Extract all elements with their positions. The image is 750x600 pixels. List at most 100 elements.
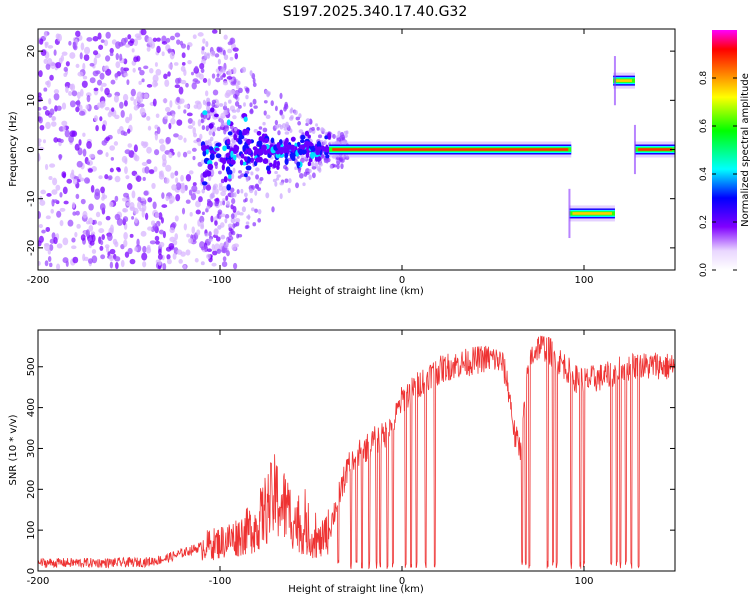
noise-speck — [181, 207, 186, 215]
noise-speck — [111, 107, 115, 112]
noise-speck — [199, 133, 203, 140]
noise-speck — [101, 196, 105, 201]
noise-speck — [144, 212, 149, 221]
noise-speck — [234, 223, 238, 228]
noise-speck — [223, 34, 228, 40]
noise-speck — [163, 73, 168, 80]
noise-speck — [173, 62, 179, 66]
snr-x-label: Height of straight line (km) — [288, 584, 424, 595]
noise-speck — [62, 257, 69, 264]
noise-speck — [149, 68, 154, 74]
noise-speck — [143, 141, 149, 148]
noise-speck — [316, 165, 322, 172]
noise-speck — [120, 110, 125, 118]
noise-speck — [157, 253, 163, 260]
noise-speck — [95, 70, 101, 75]
noise-speck — [59, 207, 66, 212]
noise-speck — [38, 116, 43, 124]
cluster-blob — [264, 138, 269, 144]
y-tick-label: 400 — [26, 398, 37, 417]
x-tick-label: -100 — [209, 576, 232, 587]
cluster-blob — [239, 159, 244, 166]
noise-speck — [200, 118, 204, 124]
noise-speck — [100, 186, 105, 194]
noise-speck — [145, 246, 152, 254]
noise-speck — [168, 63, 173, 70]
noise-speck — [107, 233, 113, 241]
noise-speck — [205, 125, 209, 132]
noise-speck — [44, 110, 50, 116]
noise-speck — [186, 233, 191, 238]
noise-speck — [178, 259, 183, 264]
noise-speck — [175, 77, 181, 85]
cluster-blob — [235, 145, 240, 151]
noise-speck — [101, 100, 106, 108]
spectrogram-x-label: Height of straight line (km) — [288, 286, 424, 297]
noise-speck — [154, 82, 159, 87]
noise-speck — [183, 223, 187, 231]
noise-speck — [76, 91, 81, 99]
noise-speck — [336, 164, 340, 170]
noise-speck — [78, 139, 82, 146]
noise-speck — [123, 100, 128, 107]
noise-speck — [340, 158, 345, 163]
noise-speck — [76, 160, 83, 168]
noise-speck — [174, 215, 179, 222]
noise-speck — [97, 102, 102, 109]
cluster-blob — [309, 151, 316, 159]
noise-speck — [232, 67, 237, 74]
noise-speck — [317, 134, 323, 139]
noise-speck — [114, 241, 119, 248]
noise-speck — [93, 115, 99, 122]
noise-speck — [48, 98, 52, 105]
noise-speck — [77, 71, 84, 77]
cluster-blob — [324, 135, 328, 140]
noise-speck — [127, 247, 133, 255]
noise-speck — [47, 58, 53, 65]
noise-speck — [127, 143, 133, 148]
noise-speck — [48, 244, 54, 251]
noise-speck — [86, 141, 92, 149]
noise-speck — [310, 161, 315, 167]
noise-speck — [68, 40, 72, 46]
noise-speck — [45, 63, 51, 70]
noise-speck — [227, 48, 233, 54]
noise-speck — [161, 41, 168, 45]
noise-speck — [236, 107, 241, 113]
noise-speck — [297, 167, 301, 174]
cluster-blob — [276, 160, 280, 167]
noise-speck — [143, 65, 149, 70]
noise-speck — [105, 152, 109, 158]
noise-speck — [200, 221, 204, 228]
y-tick-label: 100 — [26, 521, 37, 540]
cluster-blob — [226, 145, 231, 150]
noise-speck — [311, 126, 315, 131]
noise-speck — [133, 144, 138, 153]
noise-speck — [237, 104, 242, 109]
colorbar-tick-label: 0.8 — [699, 71, 709, 86]
noise-speck — [204, 51, 207, 58]
noise-speck — [64, 129, 70, 138]
noise-speck — [212, 89, 219, 96]
noise-speck — [214, 228, 219, 236]
noise-speck — [133, 56, 139, 63]
noise-speck — [93, 219, 97, 225]
noise-speck — [326, 158, 331, 163]
noise-speck — [231, 198, 236, 205]
noise-speck — [229, 56, 234, 61]
noise-speck — [212, 131, 216, 137]
noise-speck — [224, 244, 229, 249]
noise-speck — [255, 174, 260, 180]
noise-speck — [186, 44, 190, 51]
noise-speck — [141, 161, 148, 167]
noise-speck — [126, 79, 130, 86]
noise-speck — [38, 111, 41, 117]
noise-speck — [140, 29, 147, 36]
noise-speck — [147, 197, 153, 203]
noise-speck — [167, 48, 174, 53]
noise-speck — [72, 211, 77, 216]
noise-speck — [146, 83, 153, 88]
noise-speck — [227, 69, 233, 76]
noise-speck — [318, 162, 323, 167]
noise-speck — [109, 145, 116, 151]
